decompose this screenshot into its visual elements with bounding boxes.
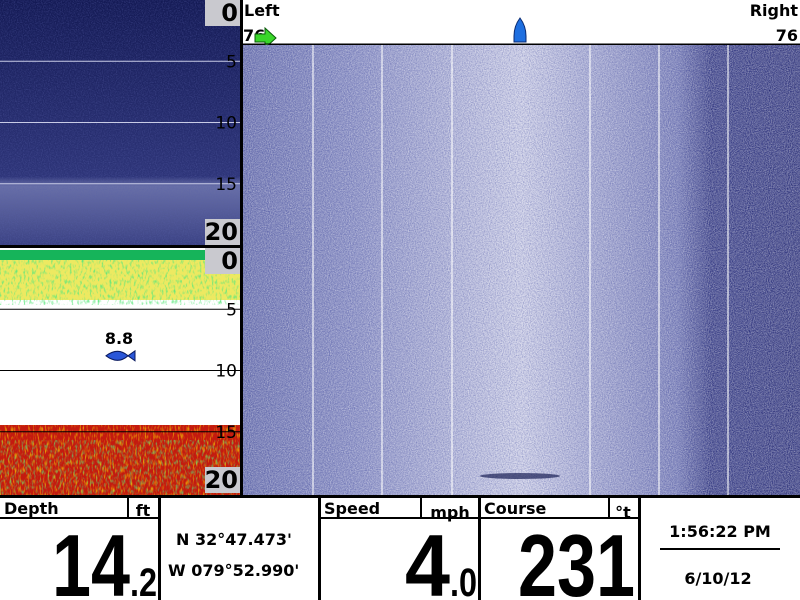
depth-label-bg (205, 219, 240, 245)
depth-label-bg (205, 248, 240, 274)
range-lines (312, 45, 729, 495)
target-shadow (480, 473, 560, 479)
depth-label: 5 (226, 52, 237, 72)
course-unit: °t (615, 503, 631, 522)
surface-band (0, 250, 240, 260)
depth-unit: ft (136, 501, 151, 520)
depth-box (0, 498, 158, 600)
sonar-scale: 0 5 10 15 20 8.8 (0, 247, 240, 494)
course-value: 231 (518, 516, 635, 600)
depth-label: 15 (215, 423, 237, 443)
depth-label: 20 (205, 466, 238, 494)
depth-fraction: .2 (130, 561, 157, 600)
depth-label: 20 (205, 218, 238, 246)
side-imaging-shadow (243, 45, 800, 495)
right-range: 76 (776, 26, 798, 45)
depth-label: 0 (221, 247, 238, 275)
depth-label: Depth (4, 499, 59, 518)
panel-divider (0, 245, 240, 248)
course-label: Course (484, 499, 547, 518)
left-label: Left (244, 1, 280, 20)
down-imaging-scale: 0 5 10 15 20 (0, 0, 240, 246)
position-box (161, 498, 318, 600)
depth-label: 15 (215, 175, 237, 195)
latitude: N 32°47.473' (176, 530, 292, 549)
speed-box (321, 498, 478, 600)
course-box (481, 498, 638, 600)
speed-fraction: .0 (450, 561, 477, 600)
depth-label: 5 (226, 300, 237, 320)
boat-icon (513, 17, 527, 43)
label-frames (0, 498, 638, 519)
fish-icon (105, 349, 136, 362)
direction-arrow (254, 26, 277, 50)
depth-label: 0 (221, 0, 238, 27)
bottom-return-green (0, 440, 240, 495)
surface-clutter-green (0, 260, 240, 305)
longitude: W 079°52.990' (168, 561, 299, 580)
depth-value: 14 (52, 516, 130, 600)
depth-label-bg (205, 0, 240, 26)
date: 6/10/12 (684, 569, 751, 588)
depth-label: 10 (215, 362, 237, 382)
depth-label-bg (205, 467, 240, 493)
panel-divider (240, 0, 243, 497)
speed-label: Speed (324, 499, 380, 518)
right-label: Right (750, 1, 799, 20)
speed-value: 4 (405, 516, 450, 600)
clock-time: 1:56:22 PM (669, 522, 771, 541)
depth-label: 10 (215, 114, 237, 134)
fish-depth: 8.8 (105, 329, 133, 348)
speed-unit: mph (430, 503, 470, 522)
